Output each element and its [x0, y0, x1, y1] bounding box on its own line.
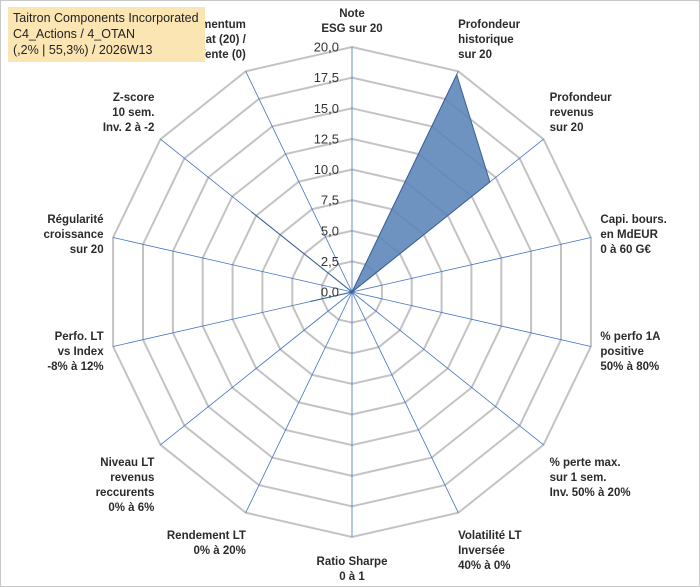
- axis-label-line: Perfo. LT: [55, 331, 104, 343]
- tick-label: 5,0: [321, 223, 339, 238]
- axis-label-line: Profondeur: [458, 19, 520, 31]
- axis-label-line: Niveau LT: [100, 457, 154, 469]
- axis-label-line: Ratio Sharpe: [317, 556, 388, 568]
- axis-label-line: Inv. 50% à 20%: [550, 487, 631, 499]
- axis-label-line: Note: [339, 8, 365, 20]
- axis-label: Niveau LT revenus reccurents 0% à 6%: [96, 457, 155, 514]
- axis-spoke: [245, 71, 353, 293]
- axis-label-line: Vente (0): [198, 49, 246, 61]
- tick-label: 15,0: [314, 101, 339, 116]
- axis-label-line: sur 20: [458, 49, 492, 61]
- axis-label-line: en MdEUR: [600, 229, 658, 241]
- tick-label: 20,0: [314, 40, 339, 55]
- axis-label-line: Volatilité LT: [458, 530, 521, 542]
- axis-label-line: 0% à 6%: [108, 502, 154, 514]
- axis-labels: Note ESG sur 20 Profondeur historique sur 20…: [43, 8, 666, 583]
- axis-label: Régularité croissance sur 20: [43, 214, 103, 256]
- axis-label-line: 0 à 60 G€: [600, 244, 651, 256]
- axis-label-line: reccurents: [96, 487, 155, 499]
- tick-label: 12,5: [314, 131, 339, 146]
- chart-title: Taitron Components Incorporated C4_Actio…: [8, 7, 205, 62]
- radar-series: [251, 73, 491, 302]
- axis-label-line: revenus: [110, 472, 154, 484]
- axis-label-line: Inversée: [458, 545, 505, 557]
- axis-label-line: 0% à 20%: [193, 545, 245, 557]
- axis-label-line: 0 à 1: [339, 571, 365, 583]
- axis-label-line: Rendement LT: [167, 530, 246, 542]
- axis-label-line: historique: [458, 34, 514, 46]
- axis-label: Profondeur revenus sur 20: [550, 92, 612, 134]
- axis-label: % perfo 1A positive 50% à 80%: [600, 331, 660, 373]
- axis-label: Rendement LT 0% à 20%: [167, 530, 246, 557]
- axis-label: Z-score 10 sem. Inv. 2 à -2: [103, 92, 155, 134]
- tick-label: 17,5: [314, 70, 339, 85]
- axis-label-line: Régularité: [47, 214, 103, 226]
- axis-label-line: 10 sem.: [112, 107, 154, 119]
- tick-label: 7,5: [321, 193, 339, 208]
- axis-label-line: sur 20: [550, 122, 584, 134]
- axis-label: % perte max. sur 1 sem. Inv. 50% à 20%: [550, 457, 631, 499]
- axis-label-line: -8% à 12%: [47, 361, 103, 373]
- axis-label-line: croissance: [43, 229, 103, 241]
- tick-label: 0,0: [321, 285, 339, 300]
- axis-label: Profondeur historique sur 20: [458, 19, 520, 61]
- title-line-category: C4_Actions / 4_OTAN: [13, 27, 136, 41]
- axis-label: Perfo. LT vs Index -8% à 12%: [47, 331, 104, 373]
- axis-label: Capi. bours. en MdEUR 0 à 60 G€: [600, 214, 666, 256]
- axis-label: Note ESG sur 20: [321, 8, 382, 35]
- title-line-company: Taitron Components Incorporated: [13, 11, 199, 25]
- axis-label-line: Profondeur: [550, 92, 612, 104]
- axis-label-line: sur 20: [70, 244, 104, 256]
- axis-spoke: [113, 237, 353, 293]
- axis-label-line: % perfo 1A: [600, 331, 660, 343]
- axis-label-line: 50% à 80%: [600, 361, 659, 373]
- axis-label-line: Z-score: [113, 92, 155, 104]
- axis-label-line: ESG sur 20: [321, 23, 382, 35]
- axis-spoke: [351, 291, 459, 513]
- axis-label-line: positive: [600, 346, 643, 358]
- axis-spoke: [245, 291, 353, 513]
- axis-label-line: Capi. bours.: [600, 214, 666, 226]
- axis-spoke: [351, 291, 591, 347]
- tick-label: 2,5: [321, 254, 339, 269]
- title-line-period: (,2% | 55,3%) / 2026W13: [13, 43, 153, 57]
- axis-label-line: sur 1 sem.: [550, 472, 607, 484]
- axis-label-line: revenus: [550, 107, 594, 119]
- axis-label: Volatilité LT Inversée 40% à 0%: [458, 530, 521, 572]
- axis-spoke: [160, 291, 353, 446]
- axis-label-line: Inv. 2 à -2: [103, 122, 155, 134]
- axis-label-line: 40% à 0%: [458, 560, 510, 572]
- series-area: [251, 73, 491, 302]
- tick-label: 10,0: [314, 162, 339, 177]
- axis-label-line: % perte max.: [550, 457, 621, 469]
- axis-spoke: [351, 291, 544, 446]
- axis-spoke: [351, 237, 591, 293]
- axis-label-line: vs Index: [58, 346, 105, 358]
- axis-label: Ratio Sharpe 0 à 1: [317, 556, 388, 583]
- radial-tick-labels: 0,0 2,5 5,0 7,5 10,0 12,5 15,0 17,5 20,0: [314, 40, 339, 300]
